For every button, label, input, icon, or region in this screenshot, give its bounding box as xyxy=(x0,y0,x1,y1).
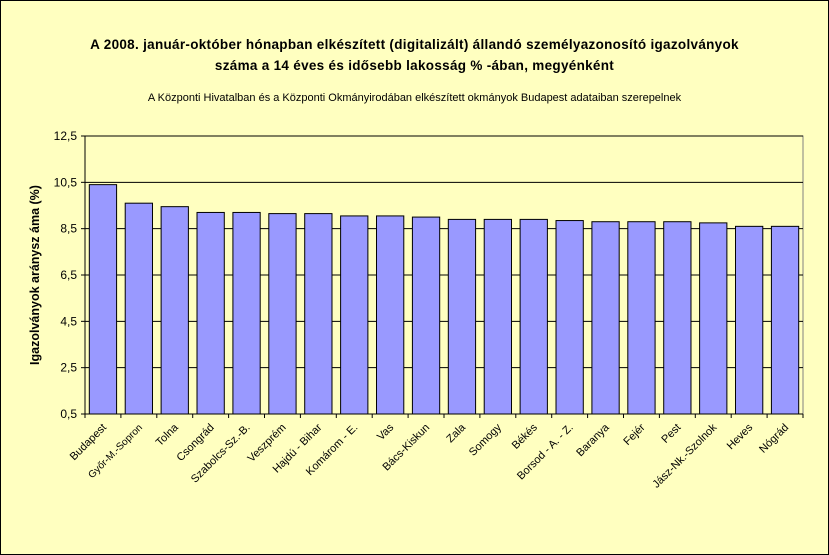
bar xyxy=(699,222,728,415)
x-tick-label: Baranya xyxy=(574,421,612,459)
y-tick-label: 0,5 xyxy=(60,407,77,421)
x-tick-label: Vas xyxy=(375,421,397,443)
bar xyxy=(519,218,548,415)
y-tick-label: 8,5 xyxy=(60,222,77,236)
y-tick-label: 6,5 xyxy=(60,268,77,282)
x-tick-label: Heves xyxy=(725,421,756,452)
bar xyxy=(591,221,620,415)
bar xyxy=(196,211,225,415)
x-tick-label: Jász-Nk.-Szolnok xyxy=(650,421,719,490)
x-tick-label: Zala xyxy=(444,421,468,445)
x-tick-label: Békés xyxy=(510,421,540,451)
bar xyxy=(268,213,297,415)
y-tick-label: 2,5 xyxy=(60,361,77,375)
bar xyxy=(483,218,512,415)
bar xyxy=(124,202,153,415)
y-tick-label: 12,5 xyxy=(54,129,78,143)
bar xyxy=(627,221,656,415)
bar xyxy=(447,218,477,415)
bar xyxy=(411,216,441,415)
chart-subtitle: A Központi Hivatalban és a Központi Okmá… xyxy=(147,92,682,104)
x-tick-label: Fejér xyxy=(621,421,647,447)
bar xyxy=(304,213,333,415)
bar xyxy=(160,206,189,415)
chart-title-line-2: száma a 14 éves és idősebb lakosság % -á… xyxy=(214,58,615,73)
bar xyxy=(663,221,692,415)
bar xyxy=(88,184,118,415)
x-tick-label: Pest xyxy=(659,422,683,446)
x-tick-label: Nógrád xyxy=(757,422,791,456)
y-axis-label: Igazolványok aránysz áma (%) xyxy=(28,185,42,365)
bar xyxy=(376,215,405,415)
chart-title-line-1: A 2008. január-október hónapban elkészít… xyxy=(90,37,739,52)
x-tick-label: Somogy xyxy=(467,421,504,458)
bar xyxy=(735,225,764,415)
y-tick-label: 4,5 xyxy=(60,314,77,328)
y-tick-label: 10,5 xyxy=(54,175,78,189)
x-tick-label: Tolna xyxy=(154,421,182,449)
bar xyxy=(232,211,261,415)
bar xyxy=(555,220,584,415)
bar xyxy=(340,215,369,415)
bar xyxy=(770,225,800,415)
